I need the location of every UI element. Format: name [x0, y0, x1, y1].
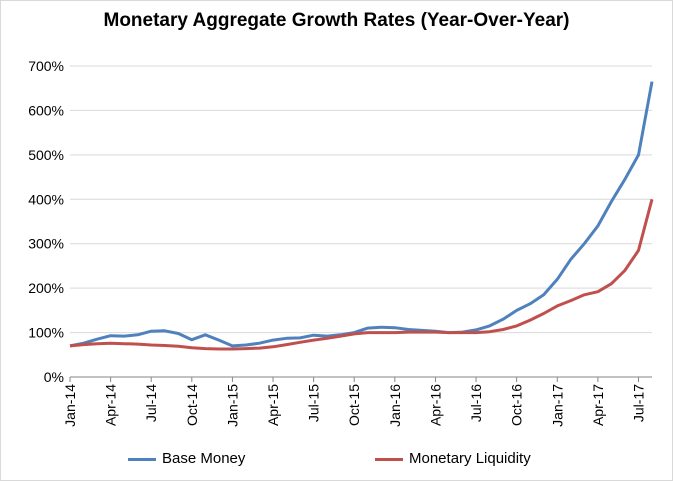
legend-label-monetary-liquidity: Monetary Liquidity [409, 450, 531, 467]
chart-title: Monetary Aggregate Growth Rates (Year-Ov… [103, 10, 570, 31]
x-tick-label: Oct-15 [346, 384, 362, 426]
legend-item-monetary-liquidity: Monetary Liquidity [375, 450, 531, 467]
x-tick-label: Apr-14 [103, 384, 119, 426]
series-line-base-money [69, 81, 654, 348]
y-tick-label: 500% [28, 147, 64, 163]
x-tick-label: Jul-15 [306, 384, 322, 422]
y-tick-label: 100% [28, 325, 64, 341]
y-tick-label: 300% [28, 236, 64, 252]
legend-swatch-monetary-liquidity [375, 457, 403, 461]
x-tick-label: Jan-14 [62, 384, 78, 427]
x-tick-label: Oct-16 [509, 384, 525, 426]
x-tick-label: Jul-14 [143, 384, 159, 422]
x-tick-label: Apr-16 [427, 384, 443, 426]
series-line-monetary-liquidity [69, 198, 654, 351]
x-axis: Jan-14 Apr-14 Jul-14 Oct-14 Jan-15 Apr-15 Jul-… [62, 376, 652, 427]
y-axis-ticks: 0% 100% 200% 300% 400% 500% 600% 700% [28, 58, 64, 385]
legend-label-base-money: Base Money [162, 450, 246, 467]
x-tick-label: Jul-16 [468, 384, 484, 422]
y-tick-label: 0% [44, 369, 64, 385]
series-lines [69, 81, 654, 351]
x-tick-label: Oct-14 [184, 384, 200, 426]
y-tick-label: 700% [28, 58, 64, 74]
y-tick-label: 400% [28, 191, 64, 207]
x-tick-label: Apr-17 [590, 384, 606, 426]
grid-lines [70, 65, 652, 334]
y-tick-label: 200% [28, 280, 64, 296]
x-tick-label: Apr-15 [265, 384, 281, 426]
legend-item-base-money: Base Money [128, 450, 245, 467]
legend-swatch-base-money [128, 457, 156, 461]
y-tick-label: 600% [28, 102, 64, 118]
x-tick-label: Jan-16 [387, 384, 403, 427]
x-tick-label: Jan-15 [224, 384, 240, 427]
x-tick-label: Jul-17 [630, 384, 646, 422]
x-tick-label: Jan-17 [549, 384, 565, 427]
